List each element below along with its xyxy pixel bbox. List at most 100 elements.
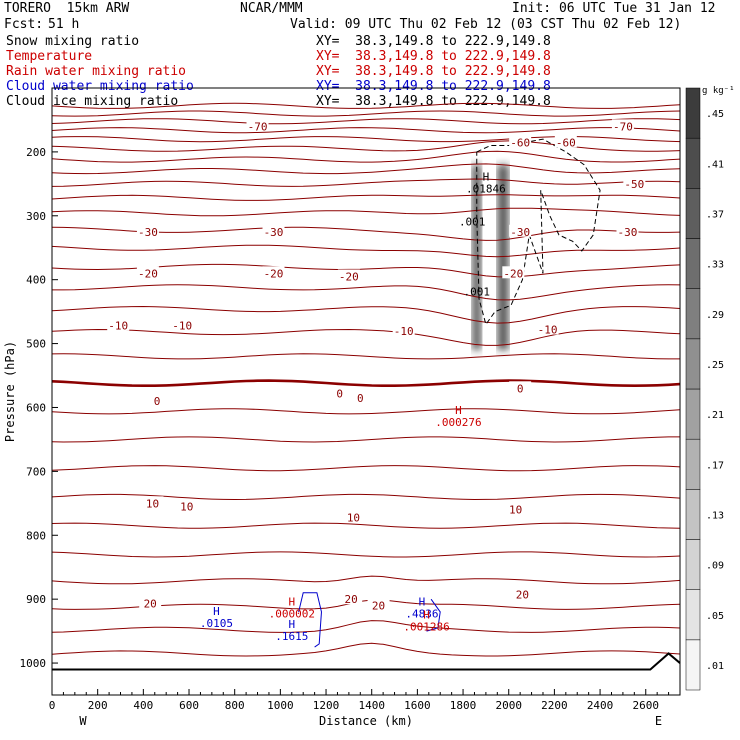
colorbar-segment-8: [685, 288, 701, 340]
temp-label-20: 0: [357, 392, 364, 405]
isotherm-18: [51, 353, 680, 360]
extremum-value-3: .0105: [200, 617, 233, 630]
y-tick-label-600: 600: [26, 401, 46, 414]
colorbar-segment-2: [685, 589, 701, 641]
cloud-ice-contour: [476, 138, 601, 326]
temp-label-bg-10: [136, 266, 159, 279]
extremum-marker-3: H: [213, 605, 220, 618]
colorbar-label-5: .17: [706, 460, 724, 471]
colorbar-label-7: .25: [706, 360, 724, 371]
colorbar-label-8: .29: [706, 310, 724, 321]
extremum-value-1: .000276: [435, 416, 481, 429]
temp-label-bg-16: [392, 323, 415, 336]
x-tick-label-2200: 2200: [541, 699, 568, 712]
colorbar-label-6: .21: [706, 410, 724, 421]
colorbar-label-10: .37: [706, 209, 724, 220]
temperature-contours: [51, 102, 681, 671]
isotherm-25: [51, 551, 681, 558]
temp-label-bg-11: [262, 266, 285, 279]
colorbar-label-11: .41: [706, 159, 724, 170]
valid-time: Valid: 09 UTC Thu 02 Feb 12 (03 CST Thu …: [290, 17, 682, 32]
isotherm-28: [51, 620, 681, 633]
field-xy-snow: XY= 38.3,149.8 to 222.9,149.8: [316, 34, 551, 49]
temp-label-26: 20: [144, 598, 157, 611]
temp-label-8: -30: [510, 226, 530, 239]
temp-label-1: -70: [248, 120, 268, 133]
temp-label-bg-28: [367, 598, 390, 611]
extremum-marker-4: H: [288, 596, 295, 609]
x-tick-label-1400: 1400: [358, 699, 385, 712]
field-xy-cloud-water: XY= 38.3,149.8 to 222.9,149.8: [316, 79, 551, 94]
isotherm-20: [51, 408, 681, 415]
temp-label-27: 20: [345, 593, 358, 606]
isotherm-13: [51, 244, 681, 258]
temp-label-bg-4: [554, 135, 577, 148]
temp-label-2: -70: [613, 120, 633, 133]
cloud-water-contour-1: [298, 592, 322, 648]
isotherm-16: [51, 305, 681, 324]
colorbar: .01 .05 .09 .13 .17 .21 .25 .29 .33 .37 .41 .45 g kg…: [685, 86, 735, 691]
colorbar-segment-3: [685, 539, 701, 590]
snow-column-2: [497, 164, 509, 350]
y-tick-label-200: 200: [26, 146, 46, 159]
temp-label-bg-9: [616, 224, 639, 237]
temp-label-24: 10: [347, 511, 360, 524]
temp-label-14: -10: [108, 320, 128, 333]
y-tick-label-400: 400: [26, 274, 46, 287]
contour-labels: -70 -70 -60 -60 -50 -30 -30 -30 -30 -20 -20 -20 -20 -…: [107, 119, 646, 643]
isotherm-26: [51, 575, 681, 585]
field-name-rain: Rain water mixing ratio: [6, 64, 187, 79]
x-tick-label-2400: 2400: [587, 699, 614, 712]
temp-label-bg-24: [342, 510, 365, 523]
colorbar-label-1: .01: [706, 661, 724, 672]
temp-label-9: -30: [618, 226, 638, 239]
temp-label-bg-19: [328, 386, 351, 399]
temp-label-bg-6: [136, 224, 159, 237]
west-label: W: [79, 714, 87, 728]
east-label: E: [655, 714, 662, 728]
isotherm-11: [51, 207, 681, 217]
isotherm-3: [51, 118, 681, 125]
temp-label-bg-3: [509, 135, 532, 148]
temp-label-13: -20: [503, 267, 523, 280]
x-tick-label-1600: 1600: [404, 699, 431, 712]
colorbar-unit: g kg⁻¹: [702, 86, 735, 96]
isotherm-5: [51, 136, 681, 143]
temp-label-bg-21: [509, 381, 532, 394]
model-title: TORERO 15km ARW: [4, 1, 130, 16]
temp-label-17: -10: [538, 324, 558, 337]
isotherm-7: [51, 150, 681, 163]
isotherm-17: [51, 328, 681, 346]
temp-label-bg-15: [171, 318, 194, 331]
init-time: Init: 06 UTC Tue 31 Jan 12: [512, 1, 716, 16]
x-tick-label-2600: 2600: [632, 699, 659, 712]
x-tick-label-0: 0: [49, 699, 56, 712]
isotherm-22: [51, 465, 681, 472]
temp-label-21: 0: [517, 382, 524, 395]
temp-label-bg-27: [340, 592, 363, 605]
y-tick-label-1000: 1000: [20, 657, 47, 670]
x-tick-label-1800: 1800: [450, 699, 477, 712]
colorbar-segment-11: [685, 137, 701, 189]
temp-label-bg-5: [623, 176, 646, 189]
snow-column-1: [472, 164, 482, 350]
x-tick-label-400: 400: [133, 699, 153, 712]
temp-label-bg-12: [337, 269, 360, 282]
field-xy-temperature: XY= 38.3,149.8 to 222.9,149.8: [316, 49, 551, 64]
temp-label-15: -10: [172, 320, 192, 333]
isotherm-21: [51, 436, 680, 443]
org-label: NCAR/MMM: [240, 1, 303, 16]
temp-label-18: 0: [154, 395, 161, 408]
field-name-temperature: Temperature: [6, 49, 93, 64]
colorbar-label-4: .13: [706, 510, 724, 521]
temp-label-bg-2: [611, 119, 634, 132]
x-tick-label-1200: 1200: [313, 699, 340, 712]
colorbar-label-9: .33: [706, 260, 724, 271]
y-tick-label-800: 800: [26, 529, 46, 542]
temp-label-bg-23: [175, 499, 198, 512]
extremum-marker-1: H: [455, 404, 462, 417]
isotherm-15: [52, 284, 681, 301]
cloud-ice-outline: [476, 138, 601, 326]
temp-label-bg-7: [262, 224, 285, 237]
